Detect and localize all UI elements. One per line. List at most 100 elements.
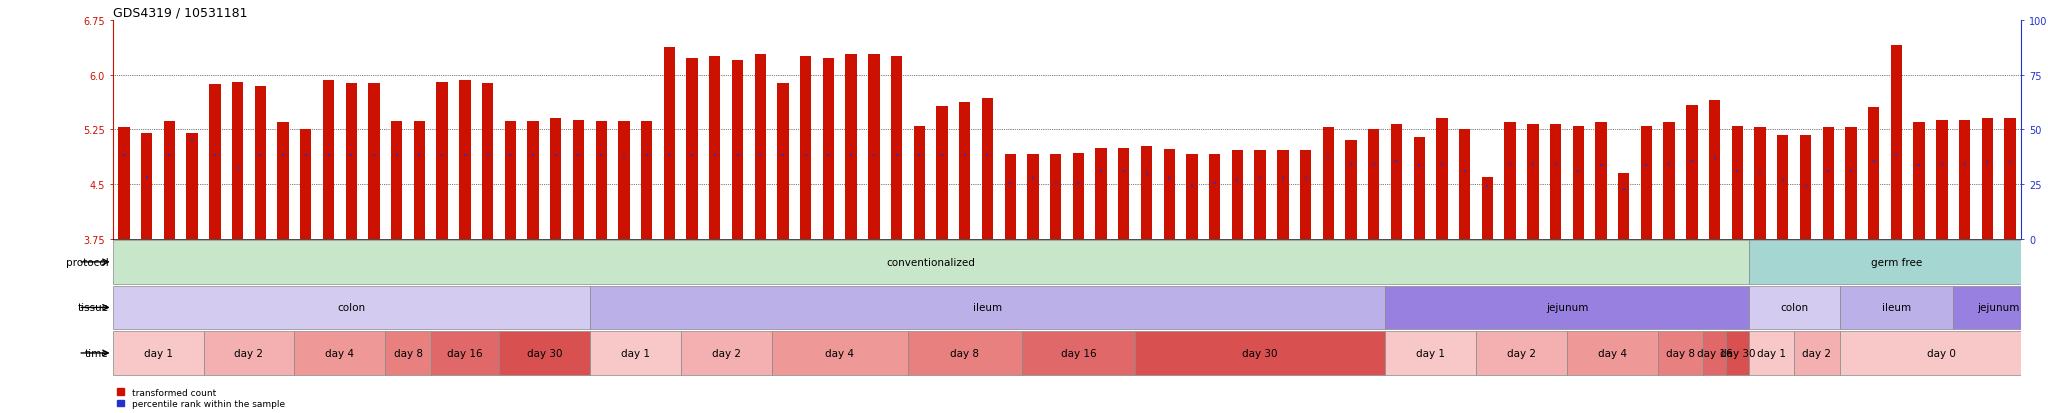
Text: GSM805223: GSM805223	[668, 240, 672, 266]
Text: GSM805178: GSM805178	[1599, 240, 1604, 266]
Text: colon: colon	[338, 303, 365, 313]
Text: GSM805233: GSM805233	[758, 240, 762, 266]
Bar	[1663, 123, 1675, 240]
Text: GSM805171: GSM805171	[1440, 240, 1444, 266]
Bar	[641, 121, 653, 240]
Text: GDS4319 / 10531181: GDS4319 / 10531181	[113, 7, 248, 19]
Text: GSM805127: GSM805127	[1917, 240, 1921, 266]
Bar	[1231, 150, 1243, 240]
Bar	[1368, 130, 1380, 240]
Bar	[772, 331, 907, 375]
Bar	[1436, 119, 1448, 240]
Bar	[254, 86, 266, 240]
Bar	[369, 84, 379, 240]
Bar	[590, 286, 1384, 330]
Text: GSM805129: GSM805129	[1962, 240, 1966, 266]
Text: GSM805215: GSM805215	[803, 240, 807, 266]
Bar	[1384, 286, 1749, 330]
Text: ileum: ileum	[973, 303, 1001, 313]
Text: GSM805170: GSM805170	[1417, 240, 1421, 266]
Bar	[1733, 126, 1743, 240]
Text: GSM805173: GSM805173	[1485, 240, 1489, 266]
Text: day 4: day 4	[326, 348, 354, 358]
Bar	[186, 134, 199, 240]
Bar	[1141, 147, 1153, 240]
Legend: transformed count, percentile rank within the sample: transformed count, percentile rank withi…	[117, 388, 285, 408]
Bar	[119, 128, 129, 240]
Bar	[141, 134, 152, 240]
Text: day 1: day 1	[621, 348, 649, 358]
Text: GSM805220: GSM805220	[350, 240, 352, 266]
Bar	[301, 130, 311, 240]
Text: GSM805227: GSM805227	[735, 240, 739, 266]
Bar	[1726, 331, 1749, 375]
Bar	[846, 55, 856, 240]
Text: GSM805221: GSM805221	[373, 240, 377, 266]
Bar	[596, 121, 606, 240]
Text: GSM805224: GSM805224	[600, 240, 604, 266]
Bar	[664, 47, 676, 240]
Bar	[203, 331, 295, 375]
Text: GSM805228: GSM805228	[872, 240, 877, 266]
Bar	[1255, 150, 1266, 240]
Text: GSM805198: GSM805198	[123, 240, 127, 266]
Bar	[981, 99, 993, 240]
Text: GSM805125: GSM805125	[1872, 240, 1876, 266]
Text: GSM805183: GSM805183	[1712, 240, 1716, 266]
Bar	[1477, 331, 1567, 375]
Text: GSM805167: GSM805167	[1350, 240, 1354, 266]
Text: GSM805192: GSM805192	[463, 240, 467, 266]
Bar	[1413, 138, 1425, 240]
Text: GSM805114: GSM805114	[1735, 240, 1739, 266]
Text: colon: colon	[1780, 303, 1808, 313]
Text: GSM805218: GSM805218	[303, 240, 307, 266]
Text: day 2: day 2	[1802, 348, 1831, 358]
Bar	[936, 107, 948, 240]
Text: day 16: day 16	[446, 348, 483, 358]
Bar	[1749, 331, 1794, 375]
Bar	[1935, 121, 1948, 240]
Bar	[1800, 135, 1810, 240]
Text: GSM805191: GSM805191	[440, 240, 444, 266]
Bar	[1704, 331, 1726, 375]
Bar	[164, 121, 176, 240]
Bar	[823, 59, 834, 240]
Text: day 8: day 8	[393, 348, 422, 358]
Bar	[1051, 154, 1061, 240]
Text: GSM805196: GSM805196	[963, 240, 967, 266]
Bar	[276, 123, 289, 240]
Text: jejunum: jejunum	[1978, 303, 2019, 313]
Bar	[590, 331, 680, 375]
Bar	[686, 59, 698, 240]
Text: GSM805169: GSM805169	[1395, 240, 1399, 266]
Bar	[1954, 286, 2044, 330]
Bar	[1640, 126, 1653, 240]
Bar	[1567, 331, 1657, 375]
Text: GSM805208: GSM805208	[553, 240, 557, 266]
Text: day 1: day 1	[1415, 348, 1446, 358]
Text: GSM805211: GSM805211	[236, 240, 240, 266]
Bar	[1458, 130, 1470, 240]
Text: GSM805117: GSM805117	[1804, 240, 1808, 266]
Text: day 4: day 4	[1597, 348, 1626, 358]
Bar	[891, 57, 903, 240]
Bar	[1384, 331, 1477, 375]
Text: GSM805109: GSM805109	[1305, 240, 1307, 266]
Text: GSM805108: GSM805108	[1280, 240, 1284, 266]
Bar	[1208, 154, 1221, 240]
Text: jejunum: jejunum	[1546, 303, 1587, 313]
Text: GSM805197: GSM805197	[985, 240, 989, 266]
Text: GSM805124: GSM805124	[1849, 240, 1853, 266]
Text: GSM805162: GSM805162	[1122, 240, 1126, 266]
Text: GSM805230: GSM805230	[623, 240, 627, 266]
Text: GSM805231: GSM805231	[895, 240, 899, 266]
Bar	[430, 331, 500, 375]
Text: GSM805199: GSM805199	[145, 240, 150, 266]
Bar	[1346, 141, 1356, 240]
Text: GSM805225: GSM805225	[690, 240, 694, 266]
Text: GSM805182: GSM805182	[1690, 240, 1694, 266]
Bar	[385, 331, 430, 375]
Text: GSM805174: GSM805174	[1507, 240, 1511, 266]
Bar	[414, 121, 426, 240]
Text: GSM805179: GSM805179	[1622, 240, 1626, 266]
